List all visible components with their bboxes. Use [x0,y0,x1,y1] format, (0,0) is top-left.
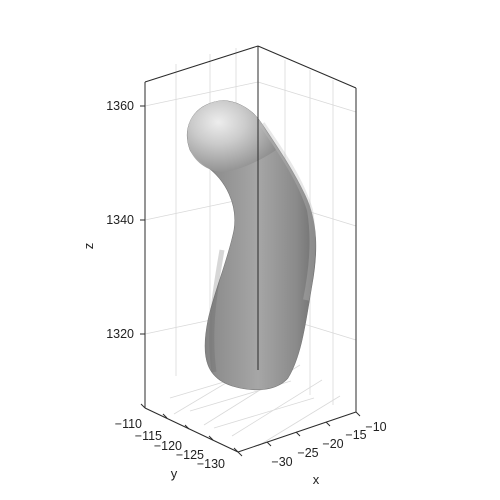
x-tick-label: −15 [345,428,366,442]
z-tick-label: 1360 [106,99,134,113]
y-tick-label: −120 [154,439,182,453]
x-tick-label: −30 [271,455,292,469]
y-axis-label: y [171,466,178,481]
y-tick-label: −130 [197,457,225,471]
x-tick-label: −25 [297,446,318,460]
z-axis-label: z [81,243,96,250]
surface-mesh [186,100,317,391]
y-tick-label: −110 [115,417,142,431]
axes-frame [144,45,357,453]
x-axis-label: x [313,472,320,487]
x-tick-label: −10 [365,420,386,434]
y-tick-label: −125 [176,448,204,462]
y-tick-label: −115 [135,429,162,443]
z-tick-label: 1340 [106,213,134,227]
z-axis: 1360 1340 1320 z [81,99,145,341]
x-tick-label: −20 [322,437,343,451]
x-axis: −30 −25 −20 −15 −10 x [237,411,387,487]
z-tick-label: 1320 [106,327,134,341]
y-axis: −110 −115 −120 −125 −130 y [115,403,239,481]
